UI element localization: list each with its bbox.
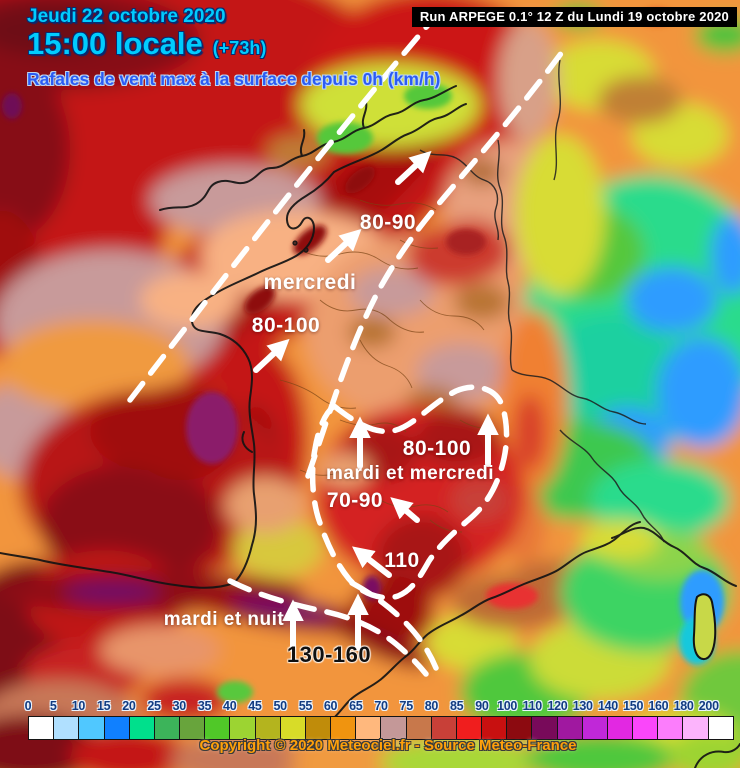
wind-direction-arrow-2	[325, 228, 362, 263]
scale-cell-85	[455, 716, 483, 740]
scale-cell-180	[682, 716, 709, 740]
wind-speed-color-scale	[28, 716, 734, 740]
scale-cell-80	[430, 716, 457, 740]
corsica-island	[692, 593, 717, 661]
copyright-notice: Copyright © 2020 Meteociel.fr - Source M…	[199, 737, 577, 754]
coast-hook-line	[349, 580, 439, 671]
corridor-west-line	[127, 15, 437, 403]
scale-cell-30	[179, 716, 206, 740]
scale-cell-0	[28, 716, 55, 740]
zone-oval	[309, 384, 510, 601]
scale-cell-90	[481, 716, 508, 740]
country-borders	[419, 59, 665, 543]
corridor-east-line	[305, 41, 571, 479]
scale-cell-10	[78, 716, 105, 740]
scale-cell-5	[53, 716, 80, 740]
scale-cell-150	[632, 716, 659, 740]
wind-direction-arrow-3	[395, 150, 432, 185]
scale-cell-70	[380, 716, 407, 740]
wind-direction-arrow-1	[253, 338, 290, 373]
scale-cell-160	[657, 716, 684, 740]
scale-cell-40	[229, 716, 256, 740]
scale-cell-15	[103, 716, 130, 740]
pyrenees-line	[227, 578, 429, 677]
wind-direction-arrow-7	[352, 546, 392, 578]
model-run-info: Run ARPEGE 0.1° 12 Z du Lundi 19 octobre…	[411, 7, 737, 27]
scale-cell-50	[279, 716, 306, 740]
scale-cell-20	[128, 716, 155, 740]
scale-cell-55	[304, 716, 332, 740]
coastlines	[0, 85, 740, 768]
scale-cell-200	[707, 716, 734, 740]
wind-direction-arrow-6	[390, 497, 420, 523]
scale-cell-45	[254, 716, 281, 740]
scale-cell-140	[606, 716, 634, 740]
scale-cell-130	[581, 716, 608, 740]
forecast-annotations	[127, 15, 571, 677]
scale-cell-65	[355, 716, 382, 740]
scale-cell-25	[153, 716, 181, 740]
